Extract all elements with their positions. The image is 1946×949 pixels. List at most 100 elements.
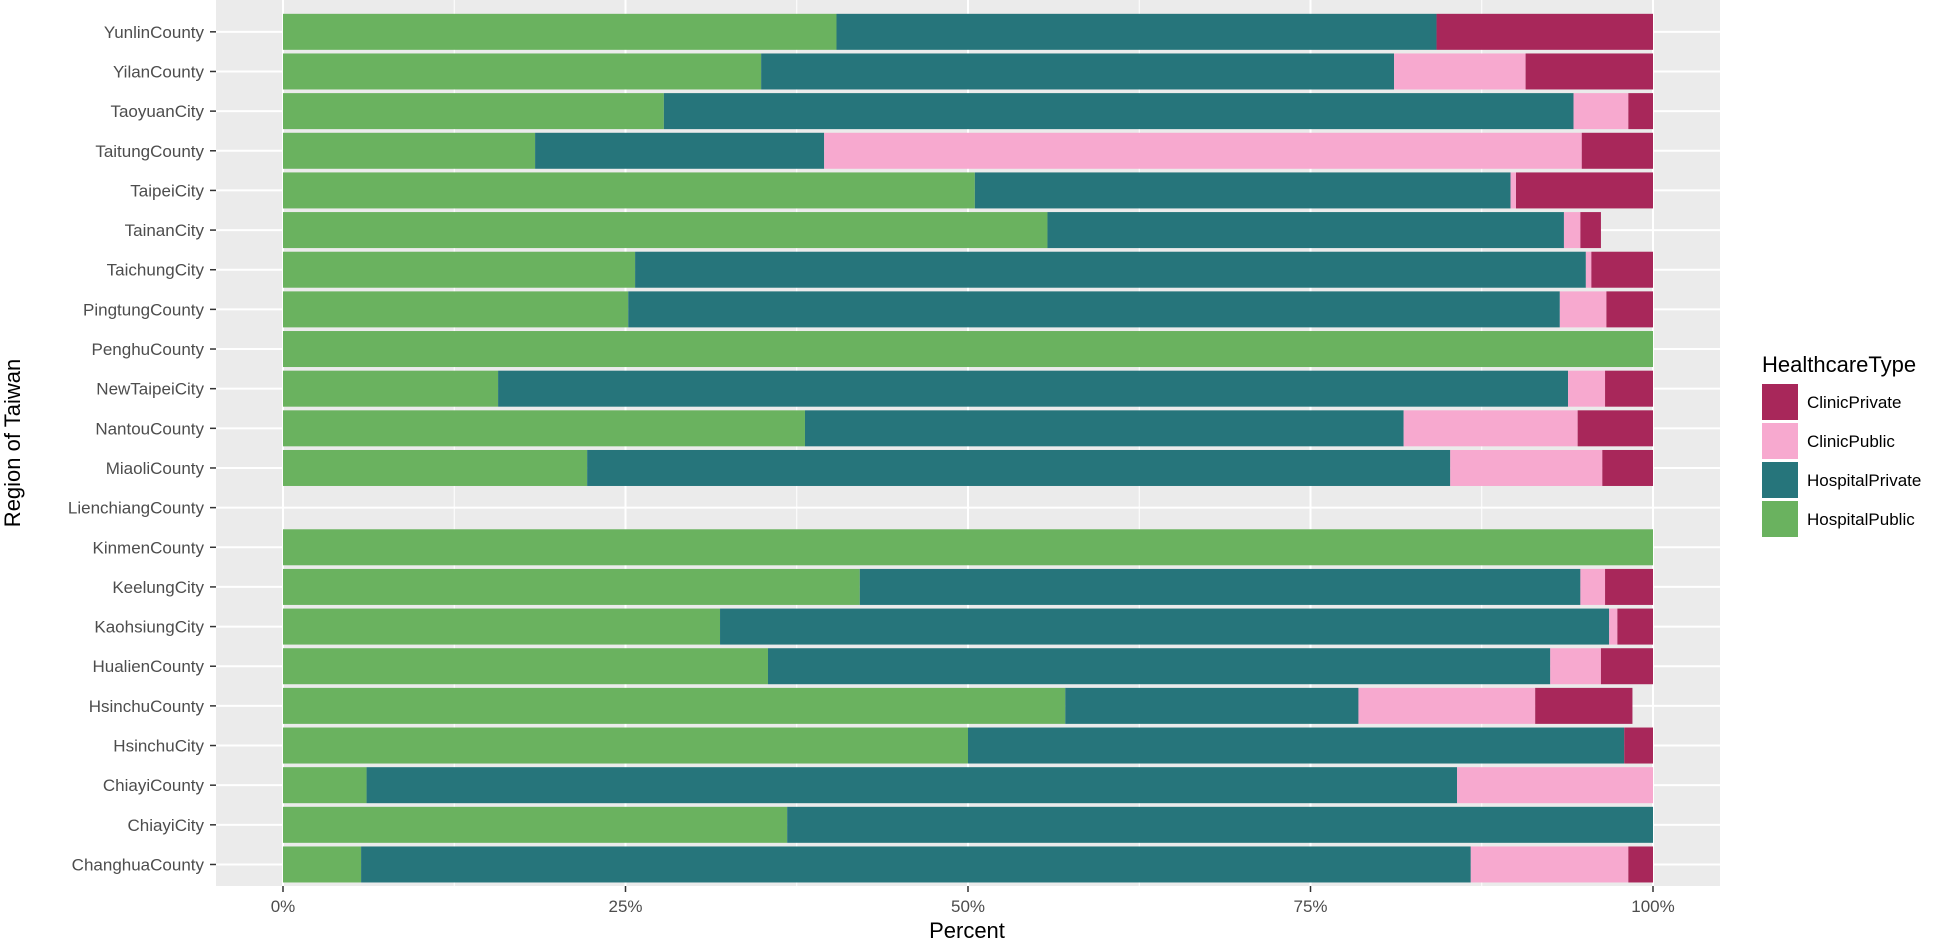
y-tick-label: LienchiangCounty — [68, 499, 205, 518]
bar-segment — [635, 251, 1586, 288]
bar-segment — [1581, 132, 1653, 169]
bar-segment — [1573, 93, 1629, 130]
bar-segment — [1600, 648, 1653, 685]
bar-segment — [1580, 568, 1606, 605]
bar-segment — [283, 410, 805, 447]
y-tick-label: PenghuCounty — [92, 340, 205, 359]
y-tick-label: TainanCity — [125, 221, 205, 240]
bar-segment — [1457, 767, 1653, 804]
y-axis-ticks: YunlinCounty YilanCounty TaoyuanCity Taitun… — [68, 23, 216, 874]
bar-segment — [859, 568, 1581, 605]
y-tick-label: ChiayiCity — [127, 816, 204, 835]
bar-segment — [1580, 212, 1601, 249]
bar-segment — [283, 53, 762, 90]
bar-segment — [1550, 648, 1601, 685]
bar-segment — [968, 727, 1625, 764]
bar-segment — [1510, 172, 1516, 209]
bar-segment — [1559, 291, 1607, 328]
legend-label: HospitalPublic — [1807, 510, 1915, 529]
bar-segment — [974, 172, 1511, 209]
y-axis-title: Region of Taiwan — [0, 359, 25, 527]
bar-segment — [824, 132, 1582, 169]
bar-segment — [1568, 370, 1606, 407]
bar-segment — [283, 212, 1048, 249]
bar-segment — [1065, 687, 1359, 724]
legend-key — [1762, 462, 1798, 498]
y-tick-label: TaoyuanCity — [110, 102, 204, 121]
bar-segment — [1450, 449, 1603, 486]
bar-segment — [1602, 449, 1653, 486]
bar-segment — [1617, 608, 1653, 645]
bar-segment — [283, 568, 860, 605]
bar-segment — [283, 172, 975, 209]
y-tick-label: NantouCounty — [95, 419, 204, 438]
legend-key — [1762, 384, 1798, 420]
bar-segment — [283, 291, 629, 328]
bar-segment — [1606, 291, 1653, 328]
bar-segment — [283, 687, 1066, 724]
y-tick-label: TaipeiCity — [130, 181, 204, 200]
bar-segment — [1358, 687, 1536, 724]
bar-segment — [283, 767, 367, 804]
y-tick-label: ChiayiCounty — [103, 776, 205, 795]
bar-segment — [663, 93, 1574, 130]
y-tick-label: HsinchuCity — [113, 737, 204, 756]
bar-segment — [836, 13, 1437, 50]
bar-segment — [283, 529, 1653, 566]
y-tick-label: PingtungCounty — [83, 300, 204, 319]
bar-segment — [1591, 251, 1653, 288]
bar-segment — [587, 449, 1451, 486]
y-tick-label: KeelungCity — [112, 578, 204, 597]
bar-segment — [720, 608, 1610, 645]
legend-label: ClinicPrivate — [1807, 393, 1901, 412]
bar-segment — [1628, 93, 1653, 130]
legend-title: HealthcareType — [1762, 352, 1916, 377]
bar-segment — [1436, 13, 1653, 50]
bar-segment — [1605, 568, 1653, 605]
y-tick-label: KaohsiungCity — [94, 618, 204, 637]
bar-segment — [1535, 687, 1633, 724]
x-tick-label: 25% — [608, 897, 642, 916]
bar-segment — [1394, 53, 1526, 90]
bar-segment — [283, 132, 536, 169]
y-tick-label: YilanCounty — [113, 62, 205, 81]
y-tick-label: MiaoliCounty — [106, 459, 205, 478]
legend-key — [1762, 501, 1798, 537]
bar-segment — [1628, 846, 1653, 883]
bar-segment — [1585, 251, 1592, 288]
bars-layer — [283, 13, 1653, 883]
x-tick-label: 75% — [1293, 897, 1327, 916]
y-tick-label: YunlinCounty — [104, 23, 205, 42]
bar-segment — [283, 251, 636, 288]
bar-segment — [628, 291, 1560, 328]
x-axis-ticks: 0% 25% 50% 75% 100% — [271, 886, 1675, 916]
bar-segment — [1403, 410, 1578, 447]
bar-segment — [1563, 212, 1581, 249]
bar-segment — [1516, 172, 1653, 209]
bar-segment — [1577, 410, 1653, 447]
bar-segment — [535, 132, 825, 169]
bar-segment — [366, 767, 1458, 804]
bar-segment — [1047, 212, 1564, 249]
bar-segment — [1624, 727, 1653, 764]
x-tick-label: 0% — [271, 897, 296, 916]
bar-segment — [283, 13, 837, 50]
bar-segment — [498, 370, 1569, 407]
y-tick-label: TaichungCity — [107, 261, 205, 280]
bar-segment — [283, 806, 788, 843]
bar-segment — [283, 93, 664, 130]
bar-segment — [283, 370, 499, 407]
bar-segment — [787, 806, 1653, 843]
x-axis-title: Percent — [929, 918, 1005, 943]
bar-segment — [283, 846, 362, 883]
y-tick-label: NewTaipeiCity — [96, 380, 204, 399]
bar-segment — [283, 648, 768, 685]
bar-segment — [283, 331, 1653, 368]
y-tick-label: ChanghuaCounty — [72, 855, 205, 874]
bar-segment — [283, 449, 588, 486]
bar-segment — [761, 53, 1395, 90]
legend: HealthcareType ClinicPrivate ClinicPublic… — [1762, 352, 1921, 537]
legend-label: ClinicPublic — [1807, 432, 1895, 451]
legend-label: HospitalPrivate — [1807, 471, 1921, 490]
